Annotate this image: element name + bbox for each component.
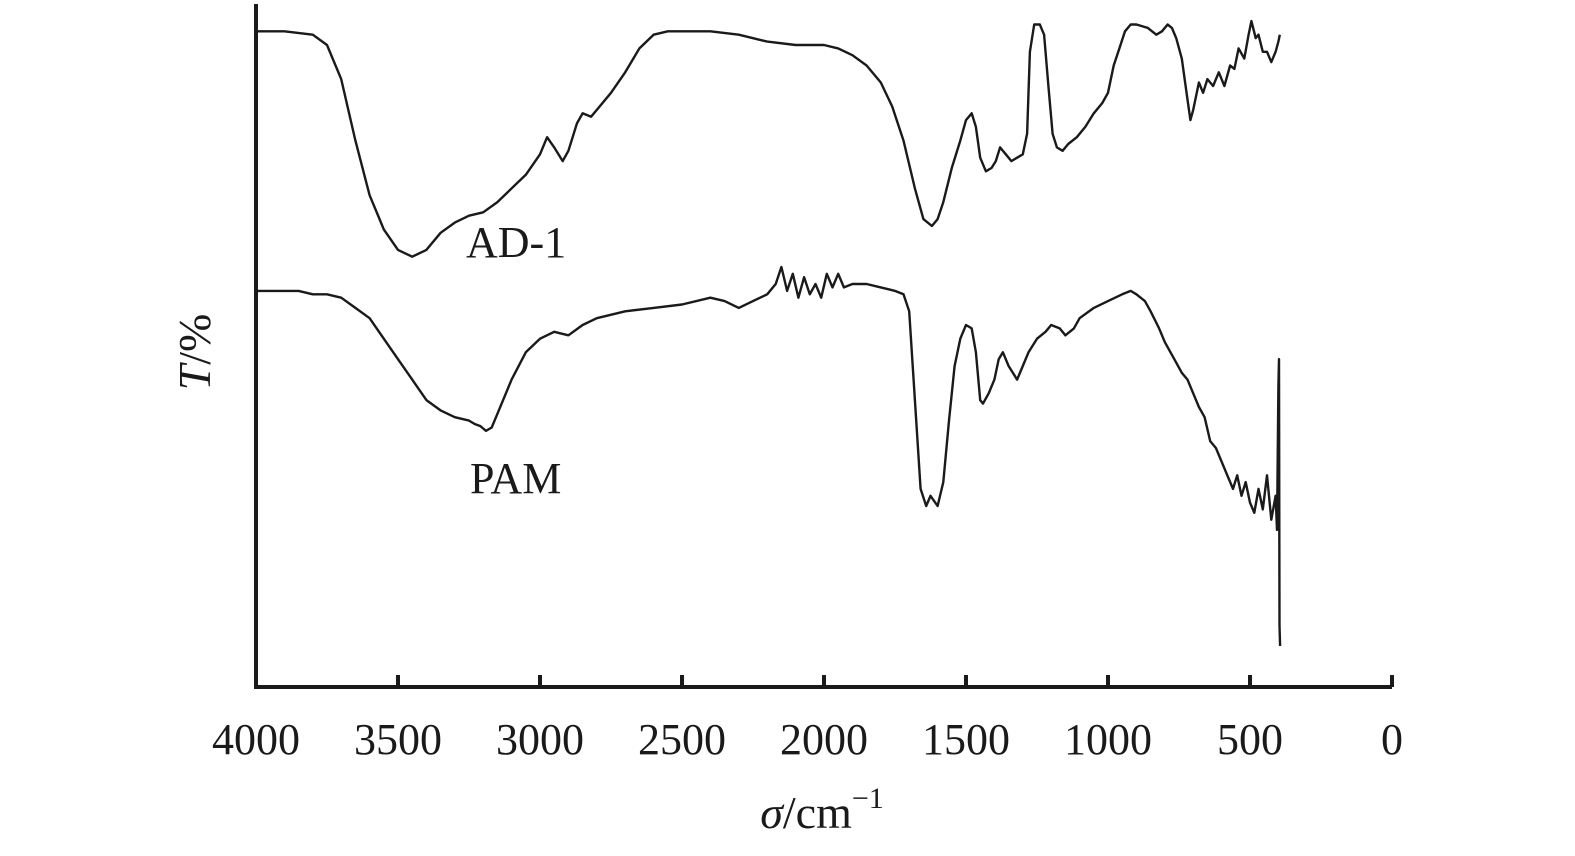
axis-frame: [254, 4, 1392, 689]
x-tick-label: 3000: [496, 715, 584, 764]
x-tick-label: 500: [1217, 715, 1283, 764]
x-axis-unit-exponent: −1: [852, 782, 884, 815]
series-label-ad-1: AD-1: [466, 218, 566, 267]
series-label-pam: PAM: [470, 454, 561, 503]
x-tick-label: 2500: [638, 715, 726, 764]
x-tick-label: 4000: [212, 715, 300, 764]
x-tick-label: 0: [1381, 715, 1403, 764]
x-axis-title: σ/cm−1: [760, 782, 884, 838]
y-axis-title: T/%: [169, 314, 220, 391]
series-layer: [256, 19, 1282, 647]
x-tick-label: 2000: [780, 715, 868, 764]
series-line-ad-1: [256, 19, 1281, 258]
x-ticks: 4000 3500 3000 2500 2000 1500 1000 500 0: [212, 675, 1403, 764]
x-tick-label: 1000: [1064, 715, 1152, 764]
x-tick-label: 1500: [922, 715, 1010, 764]
axes: [254, 4, 1392, 689]
x-tick-label: 3500: [354, 715, 442, 764]
series-line-pam: [256, 265, 1282, 647]
x-axis-symbol: σ: [760, 787, 785, 838]
x-axis-unit: /cm: [783, 787, 852, 838]
y-axis-unit: /%: [169, 314, 220, 365]
y-axis-symbol: T: [169, 361, 220, 390]
labels-layer: AD-1 PAM: [466, 218, 566, 503]
